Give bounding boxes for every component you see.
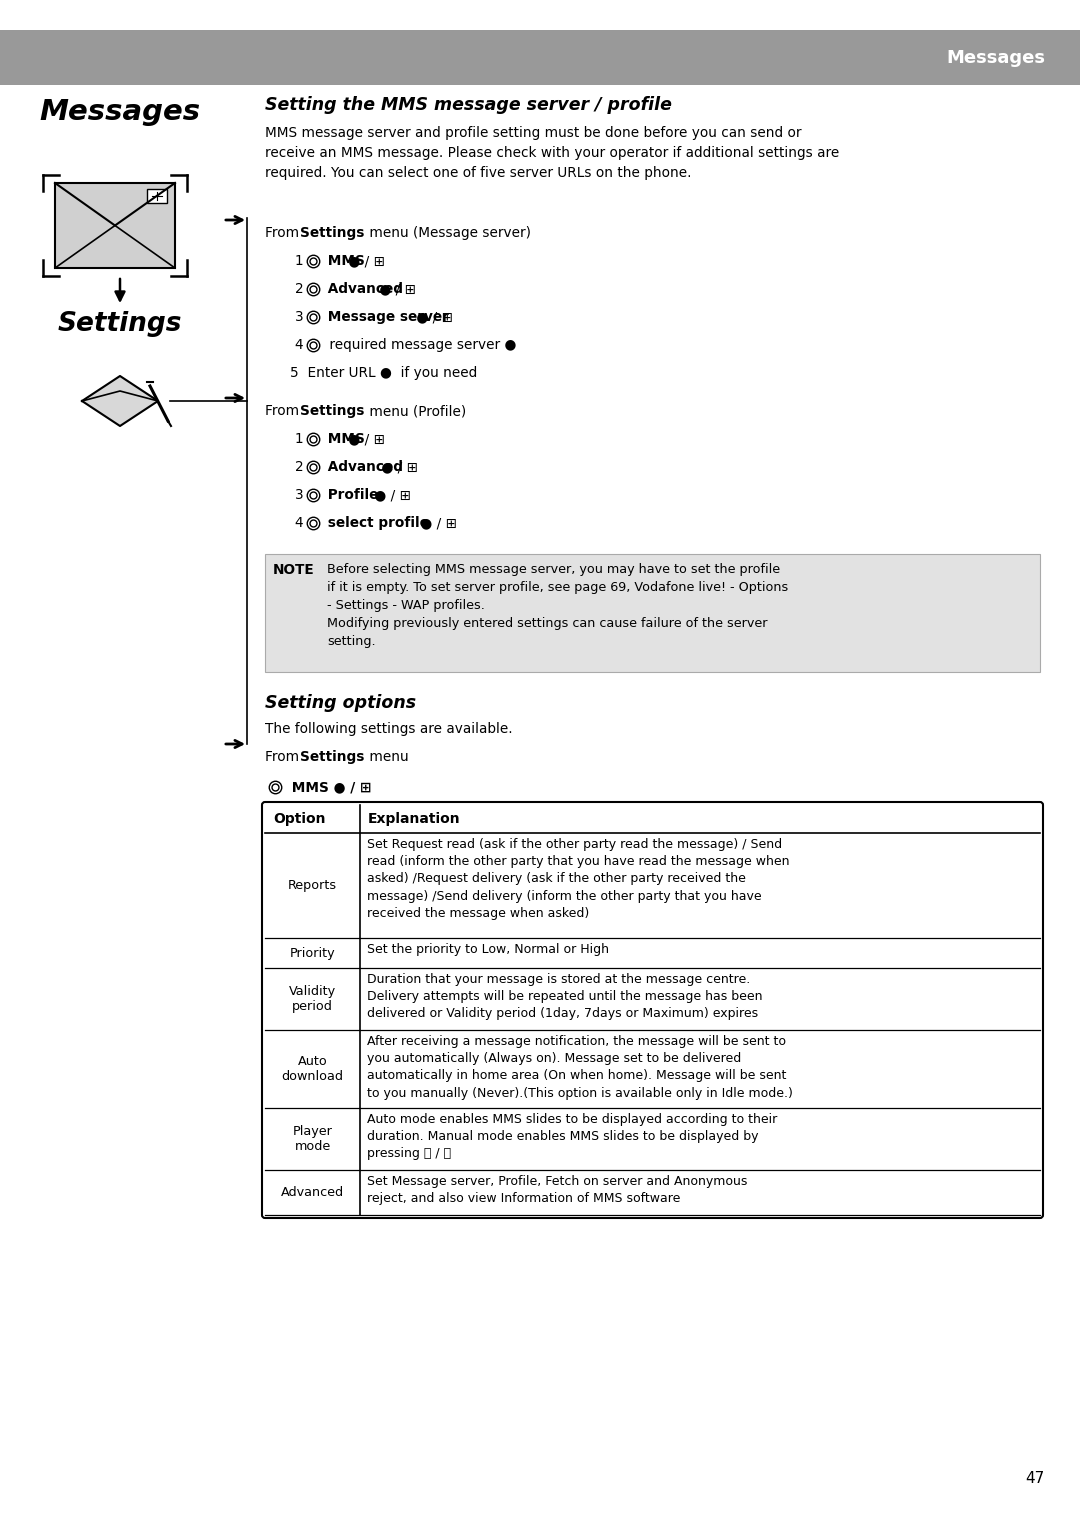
Text: Option: Option: [273, 811, 325, 827]
Text: MMS message server and profile setting must be done before you can send or
recei: MMS message server and profile setting m…: [265, 125, 839, 180]
Text: menu: menu: [365, 750, 408, 764]
Bar: [0, 31, 1080, 86]
Text: select profile: select profile: [323, 516, 429, 530]
Text: Setting the MMS message server / profile: Setting the MMS message server / profile: [265, 96, 672, 115]
Text: Auto
download: Auto download: [282, 1054, 343, 1083]
Text: 4: 4: [295, 516, 308, 530]
Text: required message server ●: required message server ●: [325, 338, 516, 351]
Text: From: From: [265, 226, 303, 240]
Text: Before selecting MMS message server, you may have to set the profile
if it is em: Before selecting MMS message server, you…: [327, 562, 788, 648]
Text: Advanced: Advanced: [281, 1186, 345, 1199]
Text: Priority: Priority: [289, 946, 335, 960]
Text: Duration that your message is stored at the message centre.
Delivery attempts wi: Duration that your message is stored at …: [367, 973, 762, 1021]
Text: Settings: Settings: [57, 312, 183, 338]
Text: 4: 4: [295, 338, 308, 351]
Text: Set the priority to Low, Normal or High: Set the priority to Low, Normal or High: [367, 943, 609, 957]
Text: Settings: Settings: [300, 403, 364, 419]
Text: 3: 3: [295, 487, 308, 503]
Text: MMS: MMS: [323, 254, 365, 267]
Text: 2: 2: [295, 283, 308, 296]
Text: From: From: [265, 750, 303, 764]
Text: Messages: Messages: [946, 49, 1045, 67]
Polygon shape: [82, 376, 158, 426]
Text: From: From: [265, 403, 303, 419]
Text: Set Message server, Profile, Fetch on server and Anonymous
reject, and also view: Set Message server, Profile, Fetch on se…: [367, 1175, 747, 1206]
Text: After receiving a message notification, the message will be sent to
you automati: After receiving a message notification, …: [367, 1034, 793, 1100]
Text: 2: 2: [295, 460, 308, 474]
Text: 1: 1: [295, 254, 308, 267]
Text: ● / ⊞: ● / ⊞: [345, 432, 386, 446]
Text: ● / ⊞: ● / ⊞: [377, 460, 418, 474]
Text: Profile: Profile: [323, 487, 378, 503]
Text: ● / ⊞: ● / ⊞: [343, 254, 384, 267]
Text: The following settings are available.: The following settings are available.: [265, 723, 513, 736]
Text: Advanced: Advanced: [323, 460, 403, 474]
FancyBboxPatch shape: [262, 802, 1043, 1218]
Text: 47: 47: [1026, 1471, 1045, 1487]
Text: menu (Profile): menu (Profile): [365, 403, 467, 419]
Text: Auto mode enables MMS slides to be displayed according to their
duration. Manual: Auto mode enables MMS slides to be displ…: [367, 1112, 778, 1160]
Text: menu (Message server): menu (Message server): [365, 226, 531, 240]
Text: MMS ● / ⊞: MMS ● / ⊞: [287, 779, 372, 795]
Text: Validity
period: Validity period: [289, 986, 336, 1013]
Text: Reports: Reports: [288, 879, 337, 892]
Text: 5  Enter URL ●  if you need: 5 Enter URL ● if you need: [291, 367, 477, 380]
Bar: [55, 183, 175, 267]
Text: Setting options: Setting options: [265, 694, 416, 712]
Text: 3: 3: [295, 310, 308, 324]
Text: Messages: Messages: [40, 98, 201, 125]
Text: Player
mode: Player mode: [293, 1125, 333, 1154]
Text: Advanced: Advanced: [323, 283, 403, 296]
Bar: [147, 189, 167, 203]
Text: ● / ⊞: ● / ⊞: [375, 283, 416, 296]
Text: NOTE: NOTE: [273, 562, 314, 578]
Bar: [265, 555, 1040, 672]
Text: ● / ⊞: ● / ⊞: [411, 310, 453, 324]
Text: Set Request read (ask if the other party read the message) / Send
read (inform t: Set Request read (ask if the other party…: [367, 837, 789, 920]
Text: ● / ⊞: ● / ⊞: [370, 487, 411, 503]
Text: Message server: Message server: [323, 310, 449, 324]
Text: 1: 1: [295, 432, 308, 446]
Text: Explanation: Explanation: [368, 811, 461, 827]
Text: Settings: Settings: [300, 226, 364, 240]
Text: MMS: MMS: [323, 432, 365, 446]
Text: Settings: Settings: [300, 750, 364, 764]
Text: ● / ⊞: ● / ⊞: [416, 516, 457, 530]
